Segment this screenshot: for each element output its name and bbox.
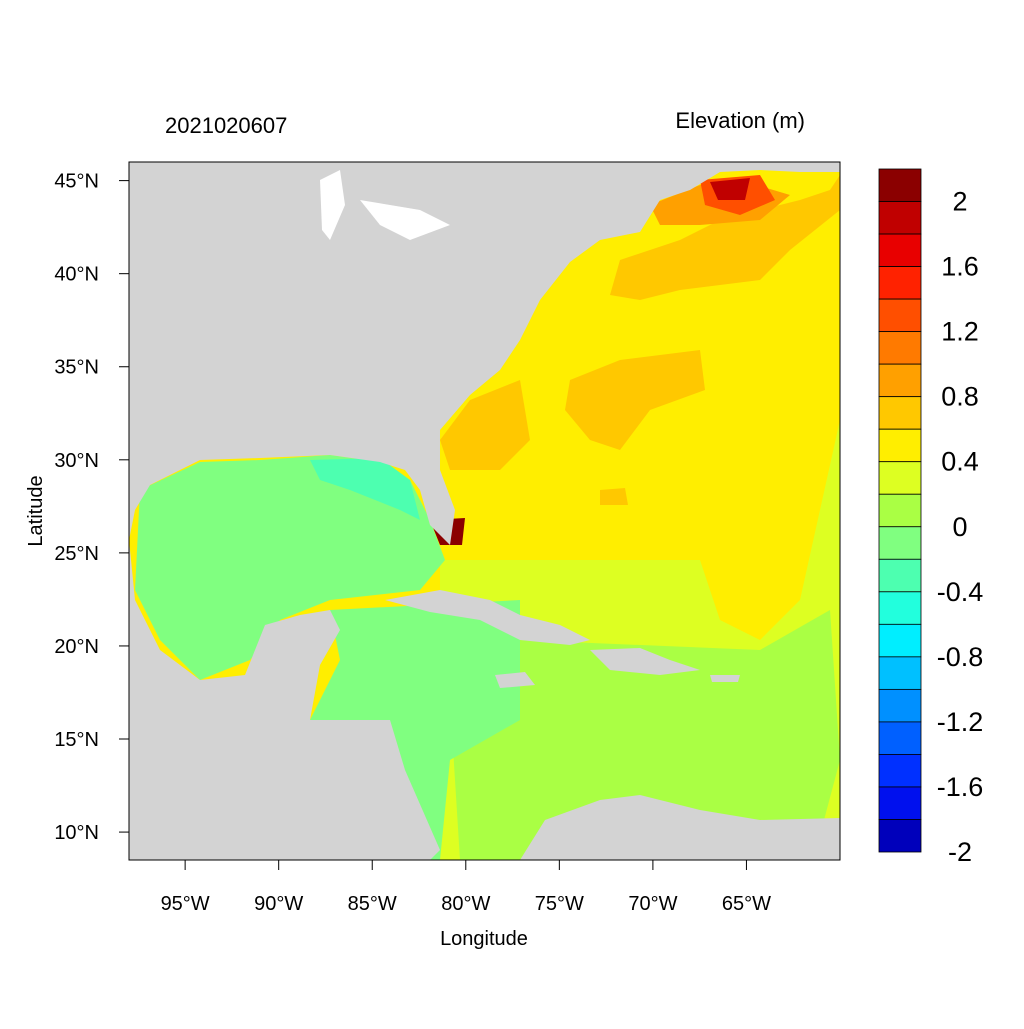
- colorbar-label: -0.4: [937, 577, 984, 607]
- colorbar-label: 1.6: [941, 252, 979, 282]
- colorbar-swatch: [878, 331, 922, 365]
- x-axis-ticks: 95°W 90°W 85°W 80°W 75°W 70°W 65°W: [161, 860, 771, 915]
- colorbar-swatch: [878, 363, 922, 398]
- y-tick-label: 45°N: [54, 171, 99, 193]
- colorbar-label: -0.8: [937, 642, 984, 672]
- colorbar-swatch: [878, 623, 922, 658]
- map-panel: [129, 162, 840, 860]
- colorbar-swatch: [878, 298, 922, 333]
- x-tick-label: 90°W: [254, 893, 303, 915]
- timestamp-title: 2021020607: [165, 113, 287, 138]
- colorbar-swatch: [878, 558, 922, 593]
- y-tick-label: 25°N: [54, 543, 99, 565]
- colorbar-swatch: [878, 461, 922, 495]
- gulf-of-mexico: [135, 455, 445, 680]
- variable-title: Elevation (m): [675, 108, 805, 133]
- x-tick-label: 80°W: [441, 893, 490, 915]
- map-frame: [128, 161, 841, 861]
- colorbar: 2 1.6 1.2 0.8 0.4 0 -0.4 -0.8 -1.2 -1.6 -2: [878, 168, 984, 867]
- colorbar-swatch: [878, 721, 922, 755]
- land-hispaniola: [590, 648, 700, 675]
- colorbar-swatch: [878, 786, 922, 820]
- colorbar-swatch: [878, 591, 922, 625]
- colorbar-swatch: [878, 428, 922, 463]
- colorbar-swatch: [878, 688, 922, 723]
- x-tick-label: 70°W: [628, 893, 677, 915]
- colorbar-swatch: [878, 201, 922, 235]
- colorbar-swatch: [878, 493, 922, 528]
- y-tick-label: 30°N: [54, 450, 99, 472]
- y-tick-label: 20°N: [54, 636, 99, 658]
- anomaly-bay-of-fundy-peak: [710, 178, 750, 200]
- y-tick-label: 35°N: [54, 357, 99, 379]
- colorbar-swatch: [878, 819, 922, 853]
- x-tick-label: 95°W: [161, 893, 210, 915]
- colorbar-swatch: [878, 526, 922, 560]
- colorbar-label: 0.4: [941, 447, 979, 477]
- land-north-america: [129, 162, 840, 545]
- anomaly-small: [600, 488, 628, 505]
- colorbar-label: 0: [952, 512, 967, 542]
- colorbar-swatch: [878, 233, 922, 267]
- y-axis-ticks: 10°N 15°N 20°N 25°N 30°N 35°N 40°N 45°N: [54, 171, 129, 844]
- land-jamaica: [495, 672, 535, 688]
- colorbar-swatch: [878, 168, 922, 202]
- land-mexico-central-america: [129, 540, 440, 860]
- colorbar-label: -1.2: [937, 707, 984, 737]
- colorbar-label: 0.8: [941, 382, 979, 412]
- colorbar-label: -2: [948, 837, 972, 867]
- colorbar-swatch: [878, 266, 922, 300]
- y-axis-label: Latitude: [25, 475, 47, 546]
- y-tick-label: 40°N: [54, 264, 99, 286]
- colorbar-label: 2: [952, 187, 967, 217]
- colorbar-label: -1.6: [937, 772, 984, 802]
- gulf-northeast: [310, 458, 420, 520]
- land-cuba: [385, 590, 590, 645]
- colorbar-swatch: [878, 656, 922, 690]
- colorbar-swatch: [878, 754, 922, 788]
- y-tick-label: 10°N: [54, 822, 99, 844]
- anomaly-northeast: [610, 175, 840, 300]
- land-south-america: [520, 795, 840, 860]
- x-tick-label: 75°W: [535, 893, 584, 915]
- y-tick-label: 15°N: [54, 729, 99, 751]
- x-axis-label: Longitude: [440, 928, 528, 950]
- great-lakes: [320, 170, 345, 240]
- anomaly-central-atlantic: [565, 350, 705, 450]
- colorbar-swatch: [878, 396, 922, 430]
- anomaly-southeast-coast: [440, 380, 530, 470]
- land-puerto-rico: [710, 675, 740, 682]
- x-tick-label: 65°W: [722, 893, 771, 915]
- caribbean-east: [450, 610, 840, 860]
- colorbar-label: 1.2: [941, 317, 979, 347]
- caribbean-west: [310, 600, 520, 860]
- x-tick-label: 85°W: [348, 893, 397, 915]
- great-lakes-east: [360, 200, 450, 240]
